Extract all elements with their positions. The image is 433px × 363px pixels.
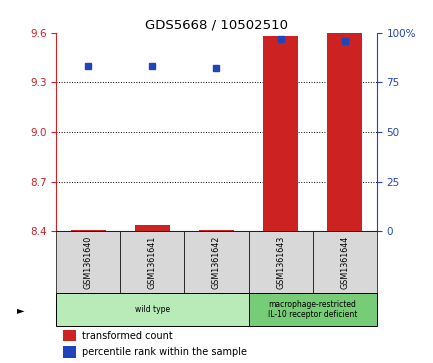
Text: transformed count: transformed count xyxy=(82,331,173,340)
Bar xyxy=(56,293,249,326)
Text: macrophage-restricted
IL-10 receptor deficient: macrophage-restricted IL-10 receptor def… xyxy=(268,300,357,319)
Text: ►: ► xyxy=(17,305,25,315)
Bar xyxy=(63,330,75,341)
Bar xyxy=(327,33,362,231)
Bar xyxy=(249,231,313,293)
Bar xyxy=(120,231,184,293)
Text: GSM1361643: GSM1361643 xyxy=(276,236,285,289)
Bar xyxy=(199,230,234,231)
Text: percentile rank within the sample: percentile rank within the sample xyxy=(82,347,247,357)
Bar xyxy=(63,346,75,358)
Bar xyxy=(263,36,298,231)
Bar xyxy=(184,231,249,293)
Text: GSM1361642: GSM1361642 xyxy=(212,236,221,289)
Text: wild type: wild type xyxy=(135,305,170,314)
Text: GSM1361644: GSM1361644 xyxy=(340,236,349,289)
Bar xyxy=(56,231,120,293)
Text: GSM1361640: GSM1361640 xyxy=(84,236,93,289)
Title: GDS5668 / 10502510: GDS5668 / 10502510 xyxy=(145,19,288,32)
Bar xyxy=(135,225,170,231)
Bar xyxy=(249,293,377,326)
Bar xyxy=(71,230,106,231)
Text: GSM1361641: GSM1361641 xyxy=(148,236,157,289)
Bar xyxy=(313,231,377,293)
